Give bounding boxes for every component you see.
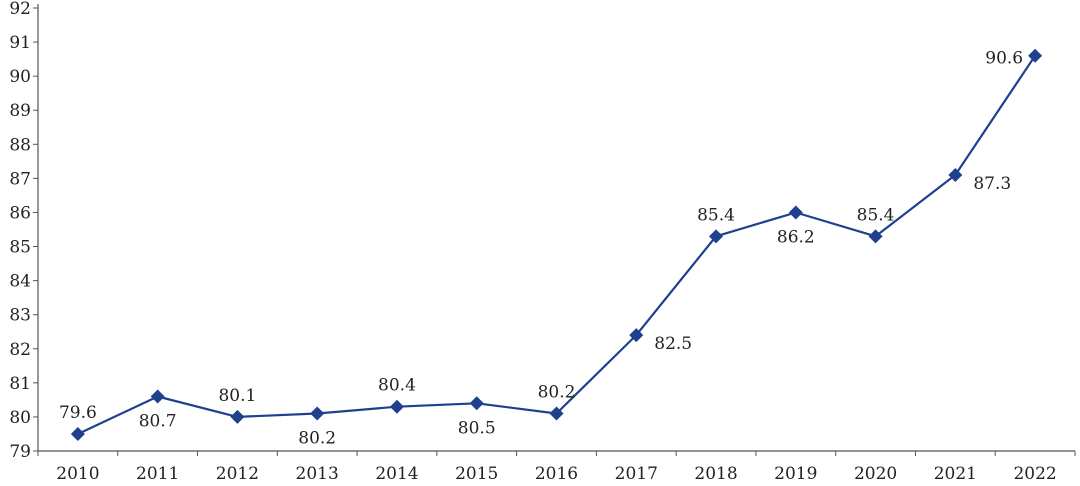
data-point-marker [868,229,883,244]
data-label: 80.5 [458,418,496,438]
y-tick-label: 79 [9,442,31,462]
data-label: 87.3 [973,174,1011,194]
data-label: 85.4 [697,205,735,225]
y-tick-label: 84 [9,272,31,292]
x-tick-label: 2017 [615,464,658,484]
y-tick-label: 88 [9,135,31,155]
data-label: 80.2 [538,383,576,403]
data-point-marker [788,205,803,220]
data-label: 80.2 [298,429,336,449]
data-label: 90.6 [985,49,1023,69]
data-label: 80.7 [139,411,177,431]
x-tick-label: 2013 [296,464,339,484]
y-axis-ticks: 79 80 81 82 83 84 85 86 87 88 89 90 91 92 [9,0,38,462]
y-tick-label: 82 [9,340,31,360]
y-tick-label: 90 [9,67,31,87]
x-tick-label: 2020 [854,464,897,484]
series-polyline [77,55,1037,435]
x-tick-label: 2011 [136,464,179,484]
data-point-marker [150,389,165,404]
data-point-marker [1028,48,1043,63]
y-tick-label: 85 [9,238,31,258]
data-label: 82.5 [654,334,692,354]
x-tick-label: 2014 [375,464,418,484]
y-tick-label: 92 [9,0,31,19]
x-tick-label: 2018 [694,464,737,484]
y-tick-label: 87 [9,169,31,189]
y-tick-label: 91 [9,33,31,53]
data-point-marker [230,409,245,424]
data-point-marker [709,229,724,244]
data-label: 85.4 [857,205,895,225]
data-label: 86.2 [777,227,815,247]
y-tick-label: 80 [9,408,31,428]
x-axis-ticks: 2010 2011 2012 2013 2014 2015 2016 2017 2018 2019… [37,451,1076,484]
y-tick-label: 86 [9,203,31,223]
y-tick-label: 83 [9,306,31,326]
x-tick-label: 2012 [216,464,259,484]
data-point-marker [469,396,484,411]
x-tick-label: 2016 [535,464,578,484]
data-point-marker [70,426,85,441]
x-tick-label: 2022 [1013,464,1056,484]
data-labels: 79.6 80.7 80.1 80.2 80.4 80.5 80.2 82.5 85.4 86.2… [59,49,1023,449]
data-point-marker [948,167,963,182]
data-point-marker [389,399,404,414]
x-tick-label: 2019 [774,464,817,484]
x-tick-label: 2010 [56,464,99,484]
data-label: 80.4 [378,376,416,396]
data-label: 80.1 [218,386,256,406]
data-point-marker [549,406,564,421]
x-tick-label: 2015 [455,464,498,484]
data-point-marker [629,328,644,343]
x-tick-label: 2021 [934,464,977,484]
data-label: 79.6 [59,403,97,423]
data-point-marker [310,406,325,421]
y-tick-label: 89 [9,101,31,121]
chart-axes [37,4,1075,452]
y-tick-label: 81 [9,374,31,394]
series-line [70,48,1043,441]
